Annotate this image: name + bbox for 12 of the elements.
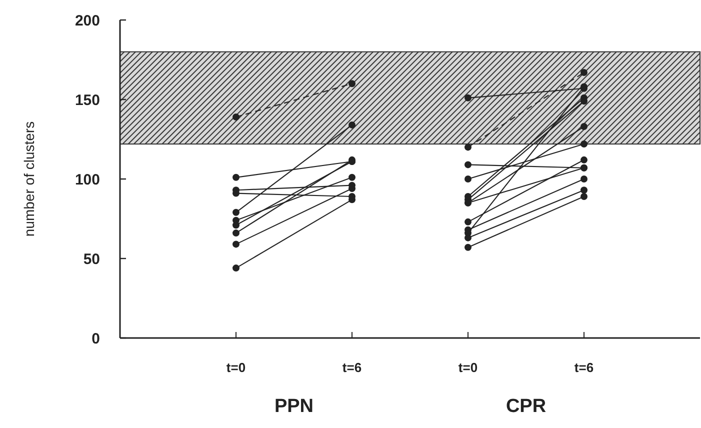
x-tick-label: t=0: [458, 360, 478, 375]
x-tick-label: t=6: [574, 360, 594, 375]
text: PPN: [274, 396, 314, 417]
x-tick-label: t=6: [342, 360, 362, 375]
x-tick-label: t=0: [226, 360, 246, 375]
y-tick-label: 150: [74, 92, 100, 109]
text: CPR: [506, 396, 546, 417]
y-tick-label: 50: [83, 250, 100, 268]
y-tick-label: 100: [74, 171, 100, 188]
y-tick-label: 0: [92, 330, 100, 348]
y-axis-title: number of clusters: [21, 121, 37, 237]
y-tick-label: 200: [74, 12, 100, 30]
